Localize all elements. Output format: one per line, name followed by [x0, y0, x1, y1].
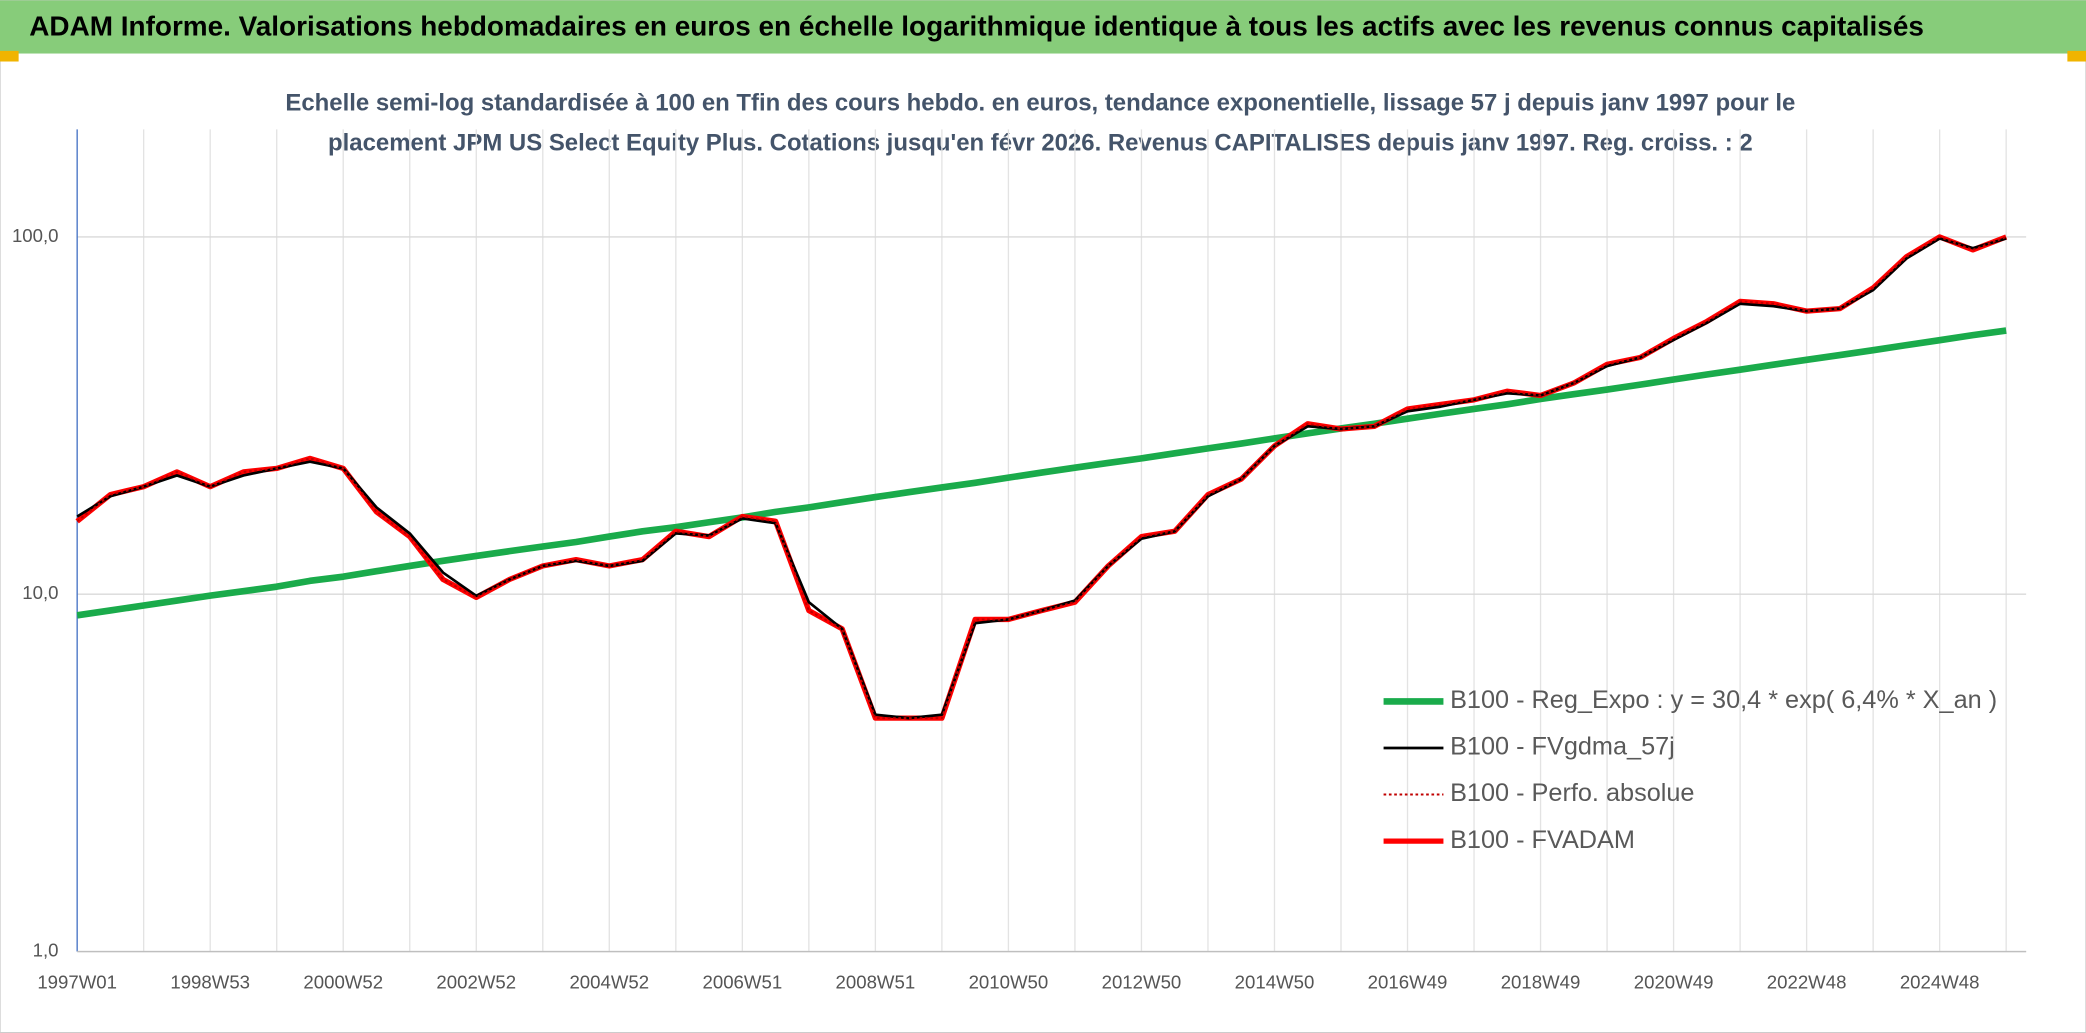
x-tick-label: 2014W50	[1235, 971, 1315, 992]
series-line	[76, 327, 2007, 619]
legend-label: B100 - Perfo. absolue	[1450, 779, 1694, 807]
y-tick-label: 1,0	[33, 939, 59, 960]
chart-title: ADAM Informe. Valorisations hebdomadaire…	[29, 11, 1924, 42]
corner	[2067, 50, 2086, 62]
x-tick-label: 2024W48	[1900, 971, 1980, 992]
legend-label: B100 - Reg_Expo : y = 30,4 * exp( 6,4% *…	[1450, 686, 1997, 714]
header-bar	[0, 0, 2086, 54]
legend-label: B100 - FVgdma_57j	[1450, 733, 1675, 761]
x-tick-label: 2000W52	[303, 971, 383, 992]
x-tick-label: 2008W51	[836, 971, 916, 992]
series-line	[76, 235, 2007, 720]
x-tick-label: 2010W50	[969, 971, 1049, 992]
x-tick-label: 1998W53	[170, 971, 250, 992]
x-tick-label: 2002W52	[436, 971, 516, 992]
x-tick-label: 2004W52	[569, 971, 649, 992]
x-tick-label: 2018W49	[1501, 971, 1581, 992]
subtitle: placement JPM US Select Equity Plus. Cot…	[328, 129, 1753, 156]
y-tick-label: 10,0	[22, 582, 58, 603]
y-tick-label: 100,0	[12, 225, 59, 246]
corner	[0, 50, 19, 62]
subtitle: Echelle semi-log standardisée à 100 en T…	[285, 89, 1795, 116]
x-tick-label: 2022W48	[1767, 971, 1847, 992]
x-tick-label: 2016W49	[1368, 971, 1448, 992]
x-tick-label: 1997W01	[37, 971, 117, 992]
x-tick-label: 2020W49	[1634, 971, 1714, 992]
x-tick-label: 2006W51	[703, 971, 783, 992]
x-tick-label: 2012W50	[1102, 971, 1182, 992]
legend-label: B100 - FVADAM	[1450, 826, 1635, 854]
